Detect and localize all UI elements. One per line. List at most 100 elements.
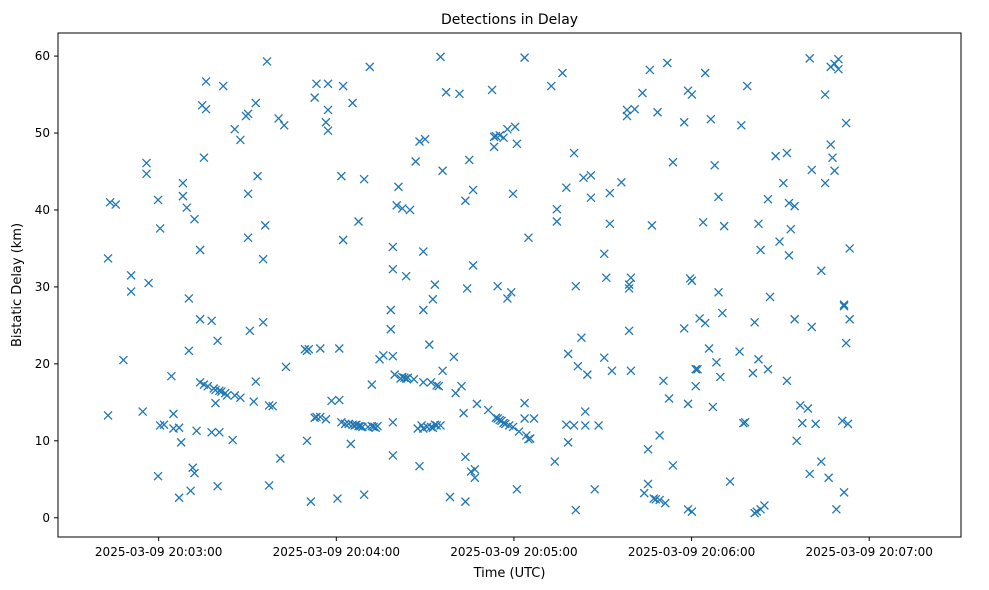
data-point: [142, 169, 151, 179]
data-point: [529, 414, 539, 423]
x-tick-label: 2025-03-09 20:04:00: [273, 545, 400, 559]
data-point: [706, 114, 716, 124]
data-point: [304, 344, 314, 354]
data-point: [460, 497, 470, 507]
data-point: [790, 314, 800, 324]
data-point: [184, 294, 194, 303]
data-point: [605, 188, 615, 198]
data-point: [310, 93, 320, 103]
data-point: [235, 135, 245, 145]
data-point: [512, 139, 522, 149]
data-point: [816, 266, 826, 276]
data-point: [274, 113, 284, 123]
data-point: [571, 281, 581, 291]
data-point: [653, 107, 662, 117]
data-point: [569, 148, 579, 158]
data-point: [367, 380, 377, 390]
data-point: [704, 344, 714, 353]
data-point: [449, 352, 459, 362]
data-point: [586, 193, 596, 203]
data-point: [845, 314, 855, 324]
data-point: [388, 450, 398, 460]
data-point: [464, 155, 474, 165]
data-point: [576, 333, 586, 343]
data-point: [845, 243, 855, 253]
data-point: [430, 280, 440, 290]
data-point: [561, 420, 571, 430]
data-point: [222, 390, 232, 400]
data-point: [338, 81, 348, 91]
data-point: [580, 420, 590, 430]
data-point: [660, 498, 670, 508]
data-point: [346, 439, 356, 449]
data-point: [365, 62, 375, 72]
data-point: [403, 373, 413, 383]
data-point: [415, 137, 424, 146]
data-point: [190, 214, 199, 224]
data-point: [142, 158, 151, 168]
data-point: [605, 219, 615, 229]
data-point: [462, 284, 472, 293]
data-point: [483, 405, 493, 415]
data-point: [243, 109, 253, 119]
data-point: [571, 505, 581, 515]
data-point: [441, 87, 451, 97]
data-point: [691, 381, 701, 391]
data-point: [411, 157, 421, 166]
data-point: [493, 281, 503, 291]
data-point: [679, 324, 689, 333]
data-point: [792, 436, 802, 446]
x-tick-label: 2025-03-09 20:05:00: [450, 545, 577, 559]
data-point: [445, 492, 455, 502]
data-point: [658, 376, 668, 386]
data-point: [837, 416, 847, 426]
data-point: [426, 377, 436, 387]
x-tick-label: 2025-03-09 20:03:00: [95, 545, 222, 559]
data-point: [487, 85, 497, 95]
data-point: [420, 134, 430, 144]
data-point: [750, 317, 760, 327]
data-point: [647, 220, 657, 230]
data-point: [258, 317, 268, 327]
data-point: [502, 294, 512, 303]
data-point: [725, 477, 735, 487]
data-point: [506, 287, 516, 297]
data-point: [715, 372, 725, 382]
data-point: [594, 420, 604, 430]
data-point: [354, 217, 363, 226]
data-point: [841, 338, 851, 348]
data-point: [637, 88, 647, 98]
data-point: [315, 412, 325, 422]
data-point: [306, 497, 316, 507]
data-point: [214, 427, 224, 437]
data-point: [508, 189, 518, 199]
data-point: [807, 322, 817, 332]
data-point: [742, 81, 752, 91]
data-point: [563, 349, 573, 359]
data-point: [748, 368, 758, 378]
data-point: [401, 271, 411, 281]
data-point: [489, 142, 499, 152]
data-point: [388, 242, 398, 252]
data-point: [386, 324, 396, 334]
data-point: [472, 399, 482, 409]
data-point: [230, 390, 240, 400]
data-point: [579, 173, 588, 183]
data-point: [624, 326, 634, 336]
data-point: [451, 388, 461, 398]
data-point: [765, 292, 775, 302]
data-point: [683, 399, 693, 409]
data-point: [207, 316, 217, 326]
data-point: [805, 53, 815, 63]
data-point: [279, 120, 289, 130]
data-point: [281, 362, 291, 372]
data-point: [211, 398, 220, 408]
data-point: [841, 118, 851, 128]
data-point: [624, 280, 634, 290]
data-point: [717, 308, 727, 318]
data-point: [186, 486, 196, 496]
data-point: [816, 457, 826, 467]
data-point: [775, 237, 784, 246]
data-point: [520, 398, 530, 408]
data-point: [550, 457, 560, 467]
